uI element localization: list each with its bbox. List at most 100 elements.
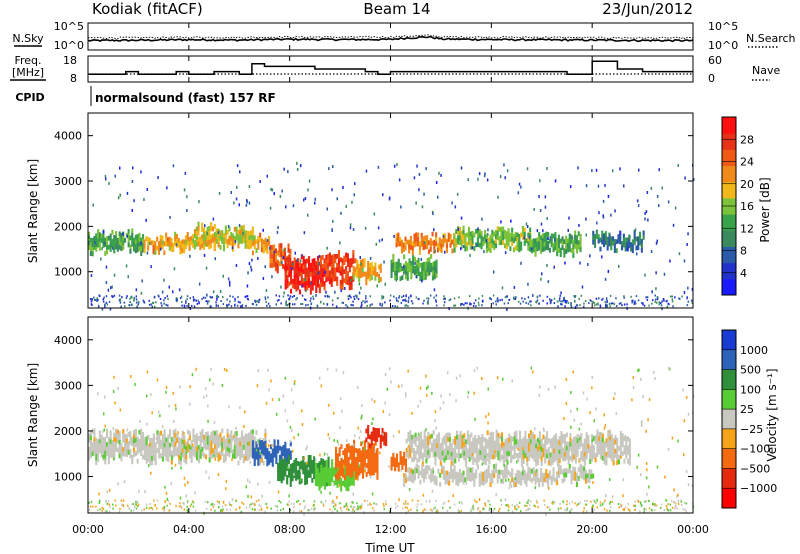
heatmap-cell (153, 295, 156, 298)
heatmap-cell (417, 262, 420, 268)
heatmap-cell (599, 246, 602, 252)
heatmap-cell (257, 245, 260, 250)
heatmap-cell (151, 438, 154, 443)
heatmap-cell (323, 258, 326, 264)
heatmap-cell (126, 295, 128, 298)
heatmap-cell (548, 238, 551, 244)
heatmap-cell (146, 370, 149, 374)
heatmap-cell (538, 435, 541, 441)
heatmap-cell (413, 471, 416, 477)
heatmap-cell (143, 243, 146, 249)
heatmap-cell (458, 473, 461, 479)
heatmap-cell (291, 265, 294, 271)
heatmap-cell (432, 443, 435, 449)
heatmap-cell (408, 239, 411, 245)
heatmap-cell (599, 501, 602, 504)
heatmap-cell (264, 237, 267, 243)
heatmap-cell (604, 231, 607, 236)
heatmap-cell (156, 507, 158, 510)
heatmap-cell (496, 474, 499, 479)
heatmap-cell (520, 457, 523, 462)
heatmap-cell (563, 239, 566, 245)
heatmap-cell (372, 427, 375, 432)
heatmap-cell (292, 449, 294, 453)
heatmap-cell (292, 303, 294, 306)
heatmap-cell (283, 248, 285, 252)
heatmap-cell (420, 258, 423, 261)
heatmap-cell (368, 276, 371, 282)
heatmap-cell (297, 262, 300, 268)
heatmap-cell (428, 465, 431, 471)
heatmap-cell (98, 430, 101, 436)
heatmap-cell (278, 299, 280, 301)
heatmap-cell (533, 434, 536, 440)
heatmap-cell (644, 212, 646, 215)
heatmap-cell (610, 456, 613, 462)
heatmap-cell (587, 444, 590, 449)
heatmap-cell (250, 234, 253, 240)
heatmap-cell (674, 506, 677, 508)
heatmap-cell (536, 295, 539, 298)
heatmap-cell (539, 468, 542, 473)
heatmap-cell (193, 298, 196, 301)
heatmap-cell (350, 262, 353, 268)
heatmap-cell (187, 429, 190, 435)
heatmap-cell (150, 240, 153, 246)
heatmap-cell (93, 441, 96, 447)
heatmap-cell (521, 226, 524, 231)
heatmap-cell (343, 469, 346, 474)
heatmap-cell (342, 459, 345, 465)
heatmap-cell (142, 436, 145, 442)
heatmap-cell (565, 446, 568, 451)
heatmap-cell (295, 286, 298, 292)
heatmap-cell (206, 226, 209, 232)
heatmap-cell (99, 508, 101, 511)
heatmap-cell (524, 435, 527, 441)
heatmap-cell (399, 267, 402, 273)
heatmap-cell (314, 201, 316, 205)
heatmap-cell (204, 224, 206, 228)
heatmap-cell (411, 499, 414, 502)
heatmap-cell (253, 436, 256, 442)
heatmap-cell (331, 463, 334, 469)
heatmap-cell (163, 278, 165, 282)
heatmap-cell (206, 302, 209, 305)
heatmap-cell (544, 445, 547, 451)
heatmap-cell (616, 460, 619, 465)
heatmap-cell (623, 507, 626, 511)
heatmap-cell (122, 232, 124, 236)
heatmap-cell (146, 422, 148, 426)
heatmap-cell (305, 461, 308, 465)
heatmap-cell (144, 490, 146, 494)
heatmap-cell (612, 302, 614, 305)
heatmap-cell (304, 480, 307, 486)
heatmap-cell (471, 246, 473, 250)
heatmap-cell (632, 376, 634, 380)
heatmap-cell (577, 231, 580, 237)
heatmap-cell (381, 238, 383, 242)
heatmap-cell (318, 481, 321, 487)
heatmap-cell (489, 243, 492, 249)
heatmap-cell (152, 249, 155, 255)
heatmap-cell (610, 434, 613, 439)
heatmap-cell (205, 441, 208, 446)
heatmap-cell (356, 505, 359, 508)
heatmap-cell (113, 375, 115, 379)
heatmap-cell (320, 473, 323, 479)
heatmap-cell (242, 224, 245, 230)
heatmap-cell (667, 503, 669, 506)
heatmap-cell (193, 305, 196, 308)
heatmap-cell (100, 257, 102, 261)
heatmap-cell (284, 262, 287, 268)
heatmap-cell (329, 476, 332, 482)
heatmap-cell (586, 500, 588, 502)
heatmap-cell (335, 451, 338, 457)
heatmap-cell (204, 230, 207, 236)
heatmap-cell (237, 438, 240, 443)
heatmap-cell (290, 388, 293, 392)
heatmap-cell (459, 435, 462, 441)
heatmap-cell (247, 495, 249, 498)
heatmap-cell (610, 236, 613, 242)
heatmap-cell (557, 471, 559, 475)
heatmap-cell (436, 443, 439, 449)
